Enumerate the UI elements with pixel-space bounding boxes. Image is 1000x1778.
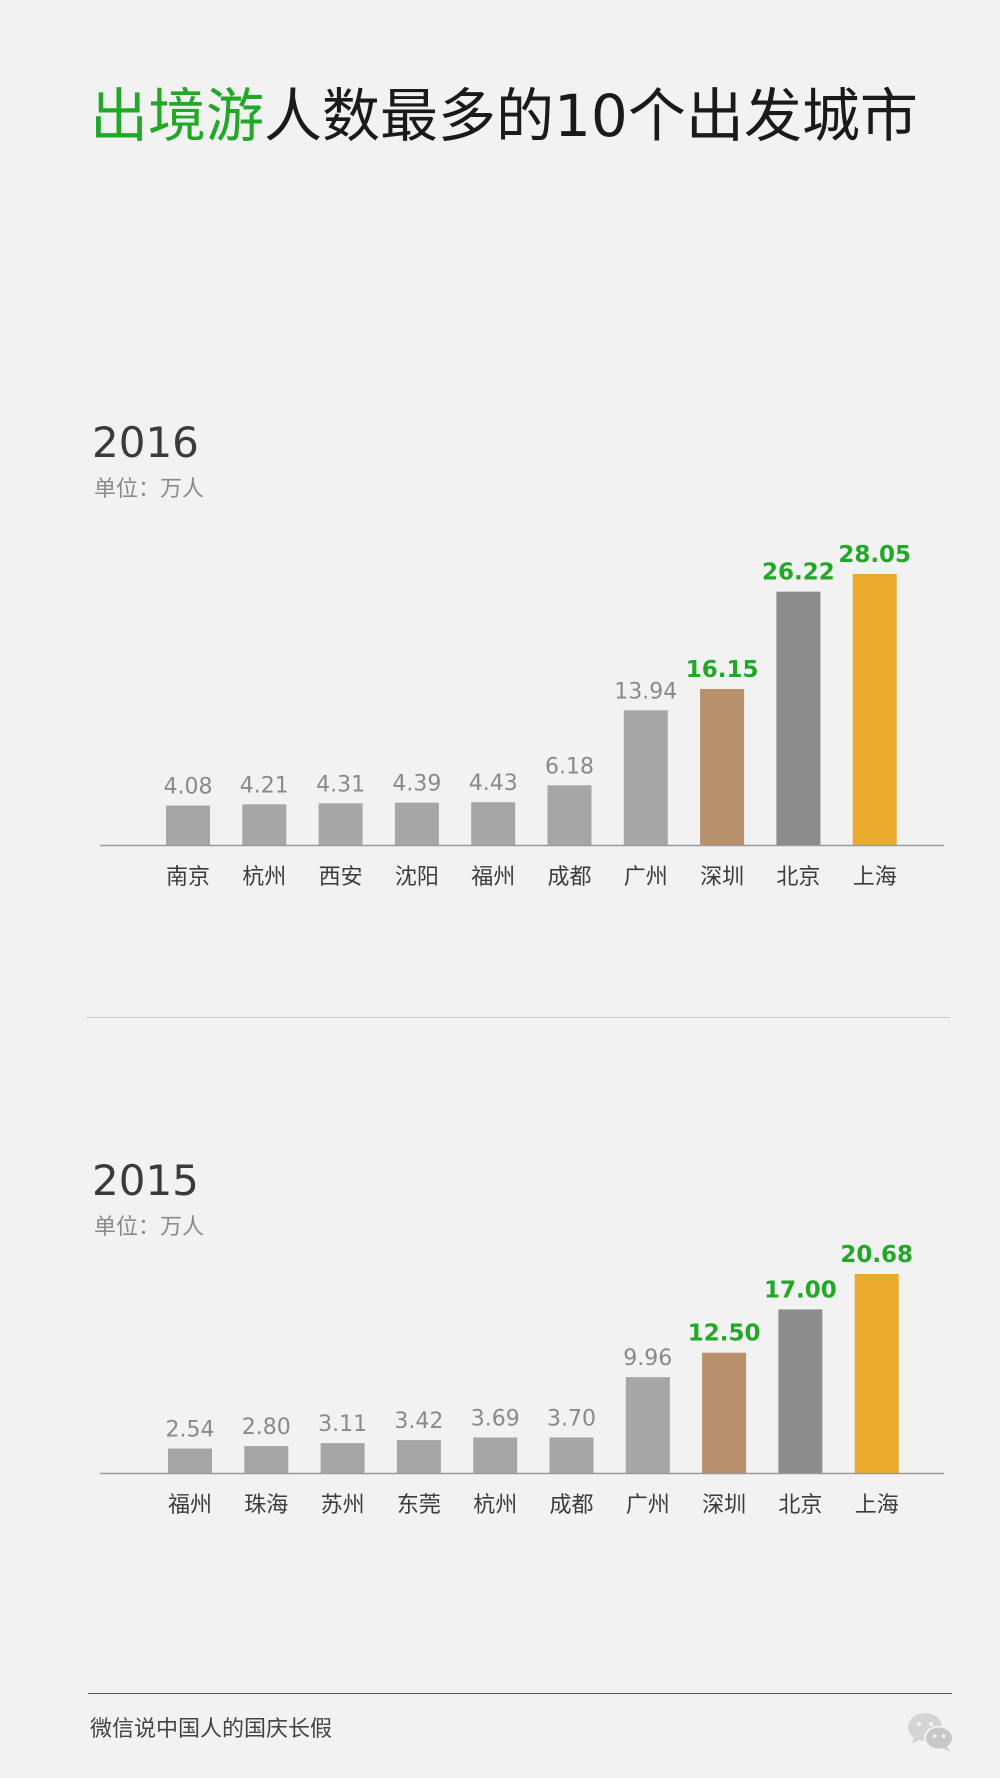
chart-2015-value-label-6: 9.96 [623,1346,672,1371]
chart-2015-category-label-3: 东莞 [397,1493,441,1518]
chart-2015-category-label-1: 珠海 [244,1493,288,1518]
chart-2015-value-label-0: 2.54 [166,1418,215,1443]
chart-2015-bar-7 [702,1352,747,1473]
chart-2016-category-label-9: 上海 [853,865,897,890]
chart-2015-value-label-9: 20.68 [840,1242,913,1268]
chart-2015-category-label-6: 广州 [626,1493,670,1518]
chart-2015-value-label-8: 17.00 [764,1277,837,1303]
chart-2016: 4.08 南京 4.21 杭州 4.31 西安 4.39 沈阳 4.43 福州 6.18 成都 13.9… [100,542,944,890]
chart-2015-year: 2015 [92,1156,199,1205]
chart-2016-bar-1 [242,804,287,845]
chart-2015-value-label-2: 3.11 [318,1412,367,1437]
chart-2015-bar-3 [396,1440,441,1473]
footer-text: 微信说中国人的国庆长假 [90,1717,333,1742]
chart-2016-bar-7 [700,688,745,845]
chart-2016-value-label-4: 4.43 [469,771,518,796]
title-rest: 人数最多的10个出发城市 [264,82,918,150]
chart-2015-value-label-5: 3.70 [547,1406,596,1431]
chart-2015-bar-9 [854,1274,899,1473]
chart-2016-bar-2 [318,803,363,845]
chart-2016-bar-0 [166,805,210,845]
chart-2015-category-label-0: 福州 [168,1493,212,1518]
chart-2016-category-label-1: 杭州 [242,865,286,890]
chart-2016-value-label-8: 26.22 [762,560,835,586]
chart-2015-bar-5 [549,1437,594,1473]
chart-2016-category-label-6: 广州 [624,865,668,890]
chart-2016-value-label-5: 6.18 [545,754,594,779]
chart-2015-category-label-5: 成都 [549,1493,593,1518]
chart-2015-bar-1 [244,1446,289,1473]
chart-2016-category-label-4: 福州 [471,865,515,890]
chart-2016-bar-6 [623,710,668,845]
section-divider [86,1017,950,1018]
chart-2016-value-label-7: 16.15 [686,657,759,683]
wechat-icon [908,1713,954,1752]
chart-2016-category-label-5: 成都 [547,865,591,890]
chart-2015-bar-6 [625,1377,670,1473]
chart-2016-value-label-9: 28.05 [838,542,911,568]
chart-2015-value-label-3: 3.42 [394,1409,443,1434]
chart-2015-bar-8 [778,1309,823,1473]
chart-2015-bar-0 [168,1448,212,1473]
chart-2016-bar-4 [471,802,516,845]
chart-2016-category-label-0: 南京 [166,865,210,890]
chart-2015-value-label-7: 12.50 [688,1321,761,1347]
chart-2016-value-label-3: 4.39 [392,772,441,797]
footer-divider [88,1693,952,1694]
chart-2016-category-label-8: 北京 [776,865,820,890]
title-highlight: 出境游 [90,82,265,150]
chart-2016-value-label-6: 13.94 [614,679,677,704]
chart-2016-category-label-7: 深圳 [700,865,744,890]
chart-2016-unit: 单位：万人 [94,477,205,502]
chart-2016-value-label-2: 4.31 [316,772,365,797]
chart-2015-value-label-4: 3.69 [471,1406,520,1431]
chart-2015-bar-2 [320,1443,365,1473]
chart-2015-bar-4 [473,1437,518,1473]
chart-2015-category-label-4: 杭州 [473,1493,517,1518]
chart-2015: 2.54 福州 2.80 珠海 3.11 苏州 3.42 东莞 3.69 杭州 3.70 成都 9.96… [100,1242,944,1518]
chart-2016-value-label-1: 4.21 [240,773,289,798]
chart-2016-value-label-0: 4.08 [164,775,213,800]
chart-2015-category-label-2: 苏州 [321,1493,365,1518]
chart-2016-bar-9 [852,574,897,845]
chart-2016-year: 2016 [92,418,199,467]
chart-2016-bar-8 [776,591,821,845]
chart-2015-value-label-1: 2.80 [242,1415,291,1440]
chart-2016-category-label-2: 西安 [319,865,363,890]
chart-2016-bar-5 [547,785,592,845]
page-title: 出境游人数最多的10个出发城市 [90,76,970,156]
chart-2016-category-label-3: 沈阳 [395,865,439,890]
chart-2015-category-label-7: 深圳 [702,1493,746,1518]
chart-2015-category-label-9: 上海 [855,1493,899,1518]
chart-2015-category-label-8: 北京 [778,1493,822,1518]
chart-2016-bar-3 [394,802,439,845]
chart-2015-unit: 单位：万人 [94,1215,205,1240]
